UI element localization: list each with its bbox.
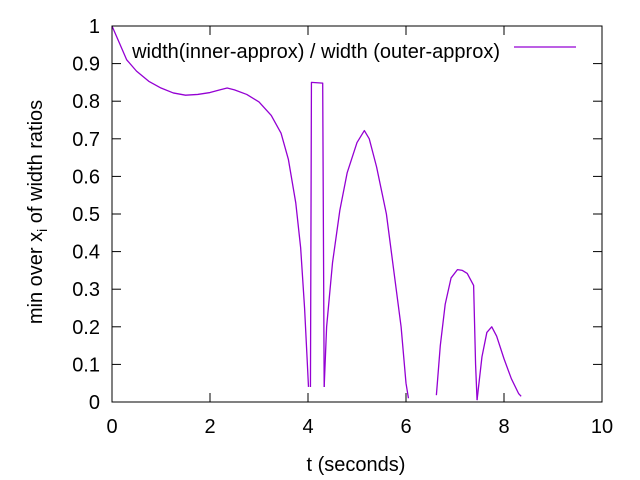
- y-axis-title-suffix: of width ratios: [25, 100, 47, 229]
- series-line-segment-3: [435, 268, 478, 401]
- y-tick-label: 0.3: [72, 279, 100, 301]
- y-tick-label: 0.7: [72, 129, 100, 151]
- tick-marks: [111, 25, 603, 403]
- y-axis-title-subscript: i: [34, 229, 50, 232]
- y-axis-title: min over xi of width ratios: [25, 100, 50, 324]
- series-layer: [111, 25, 522, 401]
- tick-labels: 00.10.20.30.40.50.60.70.80.910 2 4 6 8 10: [72, 16, 613, 438]
- y-tick-label: 0.9: [72, 54, 100, 76]
- y-tick-label: 0: [89, 392, 100, 414]
- series-line-segment-4: [476, 326, 522, 401]
- x-tick-label: 0: [106, 416, 117, 438]
- plot-frame: [111, 25, 603, 403]
- x-tick-label: 6: [400, 416, 411, 438]
- y-tick-label: 1: [89, 16, 100, 38]
- x-tick-label: 8: [498, 416, 509, 438]
- y-tick-label: 0.2: [72, 317, 100, 339]
- y-axis-title-main: min over x: [25, 232, 47, 324]
- y-tick-label: 0.5: [72, 204, 100, 226]
- y-tick-label: 0.1: [72, 354, 100, 376]
- x-tick-label: 10: [591, 416, 613, 438]
- series-line-segment-1: [309, 81, 325, 387]
- x-tick-label: 4: [302, 416, 313, 438]
- y-tick-label: 0.8: [72, 91, 100, 113]
- legend: width(inner-approx) / width (outer-appro…: [131, 41, 576, 63]
- series-line-segment-0: [111, 25, 310, 387]
- x-axis-title: t (seconds): [307, 454, 406, 476]
- series-line-segment-2: [323, 129, 410, 399]
- y-tick-label: 0.4: [72, 242, 100, 264]
- y-tick-label: 0.6: [72, 166, 100, 188]
- x-tick-label: 2: [204, 416, 215, 438]
- legend-label: width(inner-approx) / width (outer-appro…: [131, 41, 500, 63]
